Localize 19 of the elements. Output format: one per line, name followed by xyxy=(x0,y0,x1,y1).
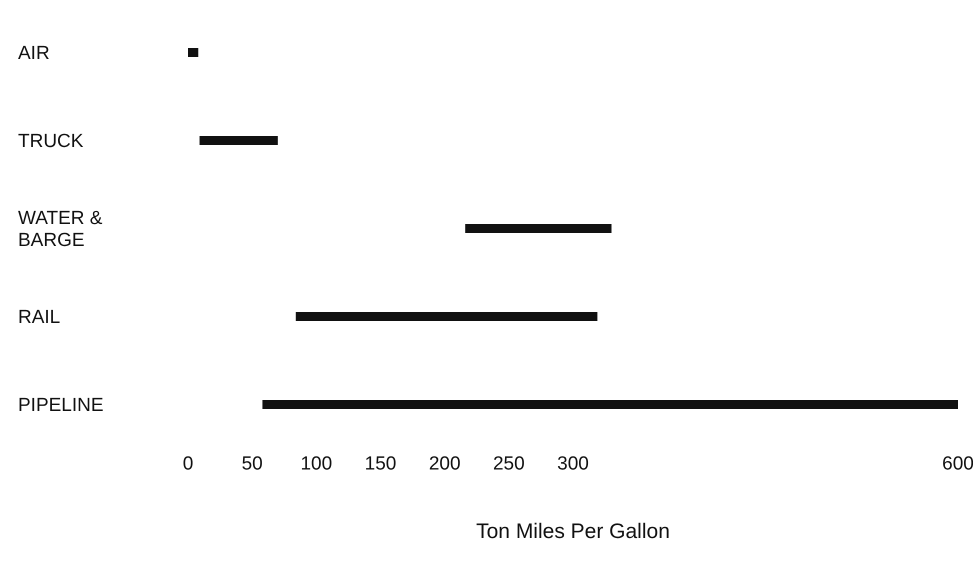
x-tick-label: 250 xyxy=(492,453,525,474)
bar xyxy=(262,400,958,409)
x-tick-label: 600 xyxy=(942,453,974,474)
x-tick-label: 0 xyxy=(182,453,194,474)
x-tick-label: 300 xyxy=(557,453,589,474)
x-tick-label: 200 xyxy=(428,453,461,474)
y-tick-label: RAIL xyxy=(18,307,60,328)
y-tick-label: WATER & BARGE xyxy=(18,208,103,251)
y-tick-label: PIPELINE xyxy=(18,395,104,416)
x-axis-title: Ton Miles Per Gallon xyxy=(476,520,670,543)
bar xyxy=(296,312,598,321)
x-tick-label: 100 xyxy=(300,453,332,474)
x-tick-label: 150 xyxy=(364,453,396,474)
bar xyxy=(188,48,198,57)
bar xyxy=(200,136,278,145)
y-tick-label: AIR xyxy=(18,43,50,64)
bar xyxy=(465,224,612,233)
x-tick-label: 50 xyxy=(242,453,263,474)
y-tick-label: TRUCK xyxy=(18,131,84,152)
